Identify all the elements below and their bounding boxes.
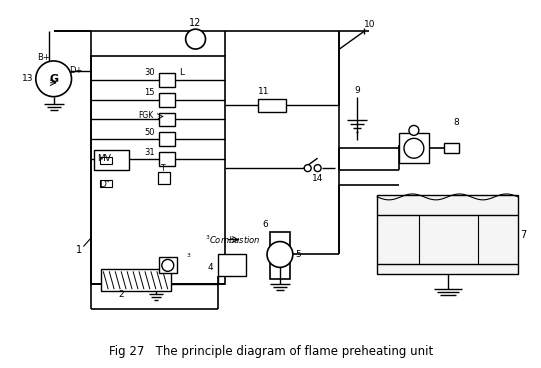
Text: 13: 13 bbox=[22, 74, 34, 83]
Text: 31: 31 bbox=[144, 148, 155, 157]
Text: 50: 50 bbox=[144, 128, 155, 137]
Bar bbox=[444, 143, 459, 153]
Text: 9: 9 bbox=[354, 86, 360, 95]
Bar bbox=[159, 132, 175, 146]
Text: $^3$: $^3$ bbox=[186, 253, 191, 262]
Circle shape bbox=[409, 125, 419, 135]
Bar bbox=[100, 180, 112, 187]
Text: G: G bbox=[49, 74, 58, 84]
Circle shape bbox=[304, 164, 311, 171]
Text: 10: 10 bbox=[364, 20, 375, 29]
Text: 30: 30 bbox=[144, 68, 155, 77]
Text: D+: D+ bbox=[69, 66, 82, 75]
Text: L: L bbox=[179, 68, 184, 77]
Bar bbox=[159, 73, 175, 87]
Bar bbox=[100, 157, 112, 164]
Text: 5: 5 bbox=[295, 250, 301, 259]
Text: 7: 7 bbox=[520, 230, 526, 240]
Circle shape bbox=[267, 241, 293, 268]
Text: 14: 14 bbox=[312, 174, 324, 183]
Text: $^3$Combustion: $^3$Combustion bbox=[206, 233, 261, 246]
Text: FGK: FGK bbox=[138, 111, 154, 120]
Bar bbox=[399, 133, 429, 163]
Text: D": D" bbox=[99, 180, 110, 190]
Bar bbox=[159, 113, 175, 127]
Bar bbox=[159, 152, 175, 166]
Text: Fig 27   The principle diagram of flame preheating unit: Fig 27 The principle diagram of flame pr… bbox=[109, 345, 433, 358]
Bar bbox=[101, 269, 171, 291]
Text: T: T bbox=[161, 164, 165, 173]
Text: B+: B+ bbox=[37, 53, 50, 63]
Circle shape bbox=[36, 61, 71, 97]
Text: 2: 2 bbox=[118, 290, 124, 299]
Text: 11: 11 bbox=[258, 87, 269, 96]
Circle shape bbox=[186, 29, 206, 49]
Text: 4: 4 bbox=[208, 263, 214, 272]
Bar bbox=[270, 231, 290, 279]
Text: 12: 12 bbox=[189, 18, 202, 28]
Text: 15: 15 bbox=[144, 88, 155, 97]
Bar bbox=[219, 254, 246, 276]
Circle shape bbox=[404, 138, 424, 158]
Text: 1: 1 bbox=[76, 244, 83, 255]
Circle shape bbox=[314, 164, 321, 171]
Bar bbox=[159, 93, 175, 107]
Bar bbox=[258, 99, 286, 112]
Text: MV: MV bbox=[97, 154, 111, 163]
Bar bbox=[159, 258, 177, 273]
Circle shape bbox=[162, 259, 174, 271]
Text: 6: 6 bbox=[262, 220, 268, 229]
Bar bbox=[158, 172, 170, 184]
Bar bbox=[94, 150, 129, 170]
Bar bbox=[377, 195, 518, 274]
Bar bbox=[91, 56, 226, 284]
Text: 8: 8 bbox=[454, 118, 459, 127]
